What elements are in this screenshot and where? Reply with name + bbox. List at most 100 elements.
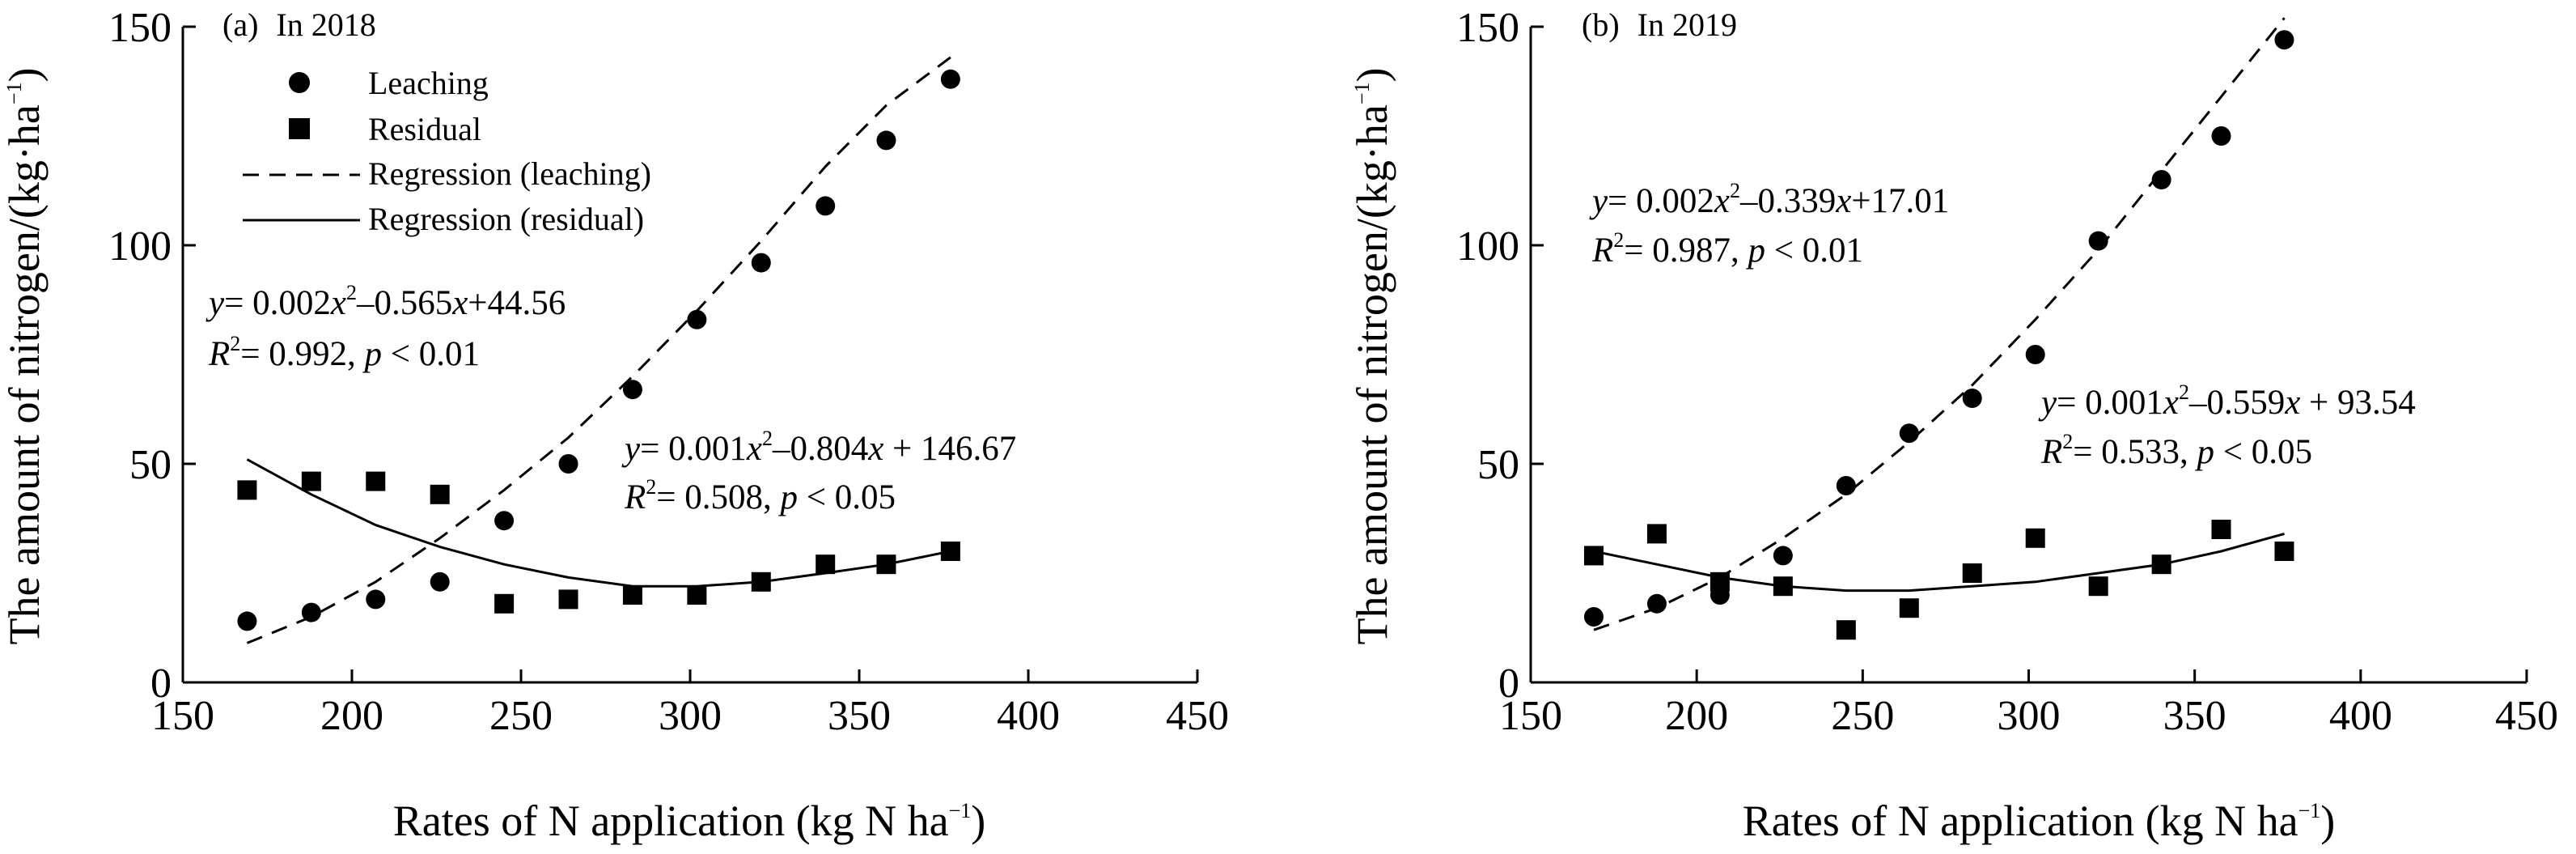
point-leaching-11	[2274, 30, 2294, 50]
point-residual-6	[622, 585, 642, 605]
r2-residual: R2= 0.533, p < 0.05	[2040, 430, 2312, 471]
panel-b: 150 200 250 300 350 400 450 0 50 100 150 (b) In 201…	[1348, 5, 2558, 845]
point-residual-9	[816, 554, 836, 575]
x-tick-label-200: 200	[320, 693, 383, 739]
panel-label-a: (a) In 2018	[222, 6, 376, 43]
point-residual-4	[1836, 620, 1856, 640]
point-residual-3	[1773, 576, 1793, 597]
point-residual-2	[366, 471, 386, 491]
point-leaching-4	[494, 511, 515, 531]
point-residual-7	[687, 585, 707, 605]
point-residual-0	[237, 480, 257, 500]
x-tick-label-250: 250	[489, 693, 553, 739]
point-leaching-3	[430, 571, 450, 592]
point-leaching-0	[1583, 607, 1604, 627]
y-tick-label-0: 0	[150, 661, 172, 707]
x-tick-label-350: 350	[2163, 693, 2226, 739]
point-residual-5	[558, 589, 578, 610]
r2-leaching: R2= 0.992, p < 0.01	[208, 332, 480, 373]
data-points	[237, 69, 960, 631]
x-tick-label-400: 400	[997, 693, 1060, 739]
x-tick-label-350: 350	[828, 693, 891, 739]
point-residual-9	[2151, 554, 2171, 575]
point-leaching-4	[1836, 476, 1856, 495]
x-tick-label-450: 450	[1166, 693, 1229, 739]
ticks: 150 200 250 300 350 400 450 0 50 100 150	[108, 5, 1229, 739]
point-leaching-10	[2211, 126, 2231, 146]
r2-leaching: R2= 0.987, p < 0.01	[1591, 228, 1863, 270]
point-residual-1	[1646, 524, 1667, 544]
regression-line-residual	[1593, 532, 2285, 593]
x-tick-label-300: 300	[659, 693, 722, 739]
regression-line-leaching	[246, 56, 951, 644]
point-leaching-9	[816, 196, 836, 216]
point-residual-8	[2088, 576, 2108, 597]
r2-residual: R2= 0.508, p < 0.05	[624, 475, 896, 516]
legend-label-regression-leaching: Regression (leaching)	[368, 155, 651, 192]
point-residual-7	[2025, 528, 2045, 548]
panel-label-b: (b) In 2019	[1582, 6, 1737, 43]
y-tick-label-50: 50	[1477, 442, 1519, 488]
equation-leaching: y= 0.002x2–0.339x+17.01	[1589, 179, 1949, 220]
point-leaching-9	[2151, 170, 2171, 189]
y-axis-title: The amount of nitrogen/(kg·ha−1)	[0, 68, 49, 645]
point-leaching-0	[237, 611, 257, 631]
x-tick-label-450: 450	[2495, 693, 2558, 739]
point-residual-11	[940, 542, 960, 561]
regression-line-residual	[246, 458, 951, 588]
point-leaching-11	[940, 69, 960, 89]
legend-label-leaching: Leaching	[368, 65, 489, 101]
y-tick-label-50: 50	[129, 442, 172, 488]
y-axis-title: The amount of nitrogen/(kg·ha−1)	[1348, 68, 1396, 645]
x-axis-title: Rates of N application (kg N ha−1)	[1743, 797, 2335, 845]
point-residual-8	[751, 571, 771, 592]
point-leaching-8	[751, 253, 771, 273]
point-leaching-10	[876, 130, 896, 151]
y-tick-label-150: 150	[1456, 5, 1519, 51]
point-leaching-5	[1899, 423, 1919, 444]
y-tick-label-150: 150	[108, 5, 172, 51]
point-leaching-8	[2088, 231, 2108, 251]
data-points	[1583, 30, 2294, 640]
equation-residual: y= 0.001x2–0.804x + 146.67	[621, 427, 1016, 468]
y-tick-label-100: 100	[1456, 223, 1519, 270]
point-residual-0	[1583, 546, 1604, 566]
x-tick-label-250: 250	[1831, 693, 1894, 739]
x-tick-label-150: 150	[151, 693, 214, 739]
legend-label-regression-residual: Regression (residual)	[368, 201, 644, 237]
equation-residual: y= 0.001x2–0.559x + 93.54	[2038, 380, 2416, 422]
x-axis-title: Rates of N application (kg N ha−1)	[393, 797, 985, 845]
equation-leaching: y= 0.002x2–0.565x+44.56	[205, 281, 566, 322]
x-tick-label-300: 300	[1998, 693, 2061, 739]
point-residual-2	[1710, 571, 1730, 592]
x-tick-label-400: 400	[2329, 693, 2392, 739]
x-tick-label-200: 200	[1665, 693, 1728, 739]
point-leaching-1	[301, 602, 321, 622]
y-tick-label-100: 100	[108, 223, 172, 270]
regression-line-leaching	[1593, 17, 2286, 631]
point-residual-4	[494, 593, 515, 614]
point-leaching-7	[687, 309, 707, 329]
point-residual-6	[1962, 563, 1982, 583]
point-residual-5	[1899, 598, 1919, 618]
point-residual-10	[876, 554, 896, 575]
panel-a: 150 200 250 300 350 400 450 0 50 100 150 (a) In 201…	[0, 5, 1229, 845]
y-tick-label-0: 0	[1498, 661, 1519, 707]
point-leaching-1	[1646, 593, 1667, 614]
legend-label-residual: Residual	[368, 111, 481, 147]
legend-marker-residual	[289, 118, 310, 139]
point-residual-1	[301, 471, 321, 491]
point-residual-11	[2274, 542, 2294, 561]
point-leaching-6	[1962, 389, 1982, 408]
point-leaching-2	[366, 589, 386, 610]
point-residual-10	[2211, 520, 2231, 539]
point-leaching-3	[1773, 546, 1793, 566]
point-leaching-7	[2025, 345, 2045, 364]
ticks: 150 200 250 300 350 400 450 0 50 100 150	[1456, 5, 2558, 739]
regression-curves	[246, 56, 951, 644]
legend-marker-leaching	[289, 72, 310, 93]
point-leaching-5	[558, 454, 578, 474]
point-residual-3	[430, 484, 450, 504]
